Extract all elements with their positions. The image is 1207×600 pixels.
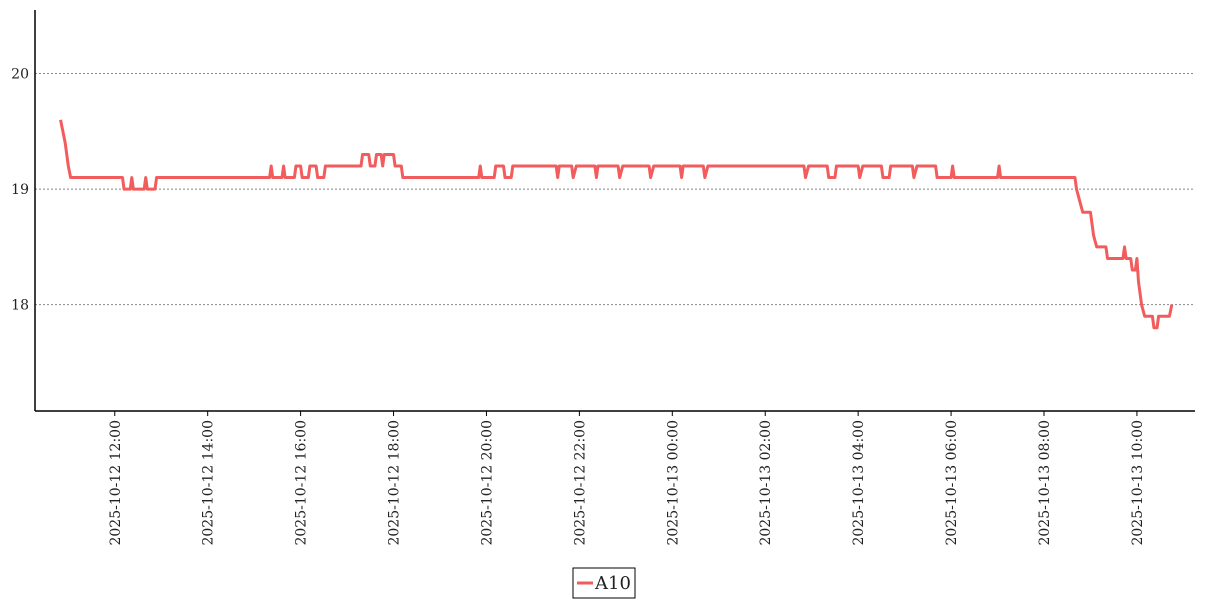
legend: A10 [572,567,636,599]
x-tick-label: 2025-10-13 02:00 [758,420,774,546]
x-tick-label: 2025-10-13 06:00 [944,420,960,546]
x-tick-label: 2025-10-13 10:00 [1130,420,1146,546]
x-tick-label: 2025-10-13 04:00 [851,420,867,546]
x-tick-label: 2025-10-13 00:00 [665,420,681,546]
x-tick-label: 2025-10-12 16:00 [294,420,310,546]
x-tick-label: 2025-10-12 18:00 [387,420,403,546]
y-tick-label: 20 [11,67,29,83]
data-line [59,119,1174,330]
x-tick-label: 2025-10-12 14:00 [201,420,217,546]
y-tick-label: 18 [11,298,29,314]
x-tick-label: 2025-10-12 12:00 [108,420,124,546]
x-tick-label: 2025-10-12 22:00 [572,420,588,546]
x-tick-label: 2025-10-12 20:00 [479,420,495,546]
x-tick-label: 2025-10-13 08:00 [1037,420,1053,546]
legend-label: A10 [594,573,631,594]
y-tick-label: 19 [11,182,29,198]
